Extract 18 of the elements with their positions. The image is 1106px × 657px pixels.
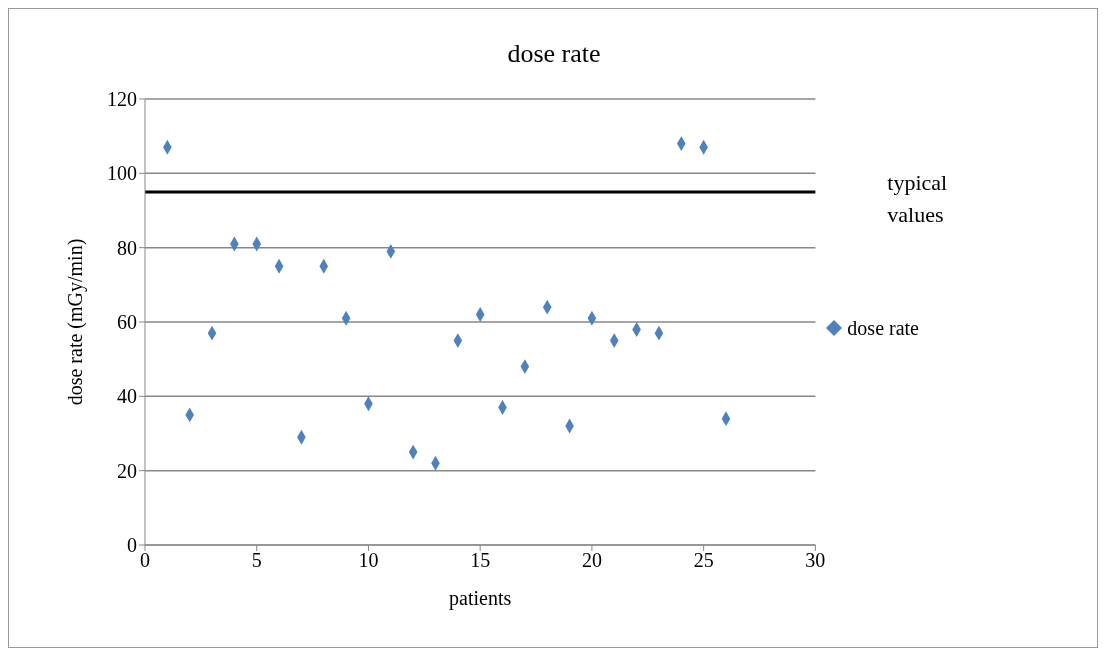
y-tick-label: 60: [117, 311, 137, 334]
y-tick-label: 80: [117, 236, 137, 259]
x-tick-label: 20: [581, 549, 602, 572]
y-tick-label: 0: [127, 534, 137, 557]
x-axis-title: patients: [449, 587, 512, 610]
y-axis-title: dose rate (mGy/min): [64, 238, 88, 406]
y-tick-label: 40: [117, 385, 137, 408]
x-tick-label: 15: [470, 549, 491, 572]
x-tick-label: 5: [251, 549, 262, 572]
x-tick-label: 25: [693, 549, 714, 572]
chart-title: dose rate: [506, 39, 602, 69]
x-tick-label: 10: [358, 549, 379, 572]
legend-label: dose rate: [847, 316, 919, 340]
y-tick-label: 100: [107, 162, 137, 185]
y-tick-label: 20: [117, 459, 137, 482]
x-tick-label: 30: [805, 549, 826, 572]
ref-line-label: typical values: [887, 169, 948, 227]
y-tick-label: 120: [107, 88, 137, 111]
